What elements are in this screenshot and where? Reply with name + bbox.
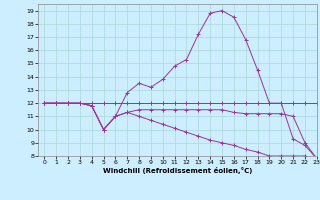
X-axis label: Windchill (Refroidissement éolien,°C): Windchill (Refroidissement éolien,°C) bbox=[103, 167, 252, 174]
